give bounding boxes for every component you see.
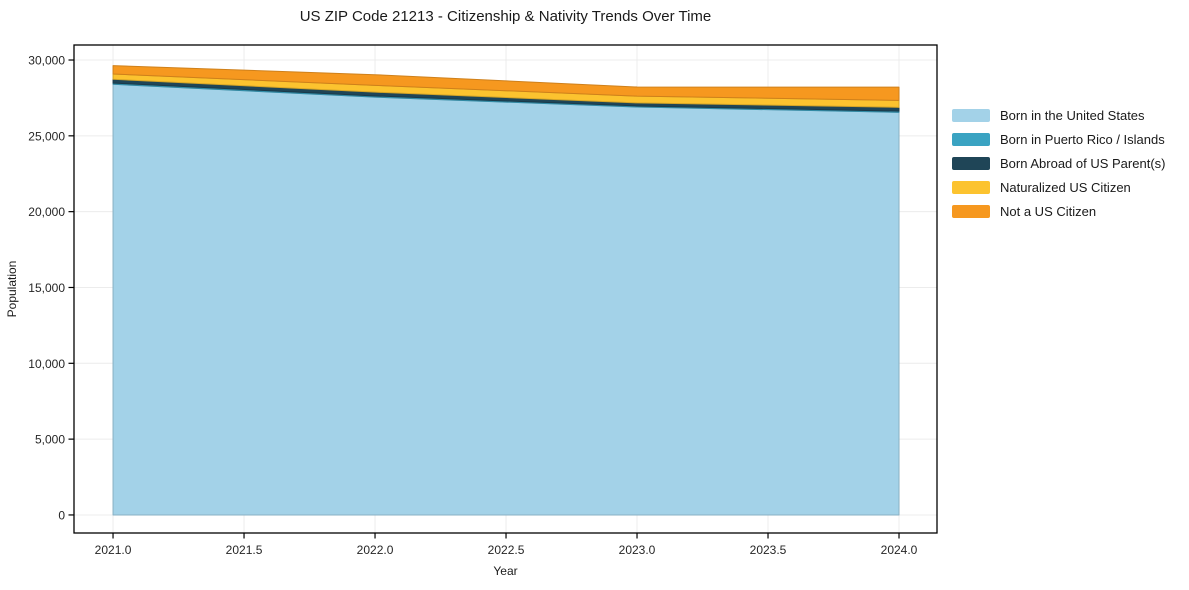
y-tick-label: 20,000 [28,205,65,219]
y-tick-label: 25,000 [28,129,65,143]
legend-item: Born Abroad of US Parent(s) [952,151,1165,175]
legend-label: Naturalized US Citizen [1000,179,1131,195]
legend: Born in the United States Born in Puerto… [952,103,1165,223]
y-tick-label: 0 [58,508,65,522]
y-tick-label: 15,000 [28,281,65,295]
x-tick-label: 2024.0 [881,543,918,557]
legend-label: Born Abroad of US Parent(s) [1000,155,1166,171]
legend-label: Born in the United States [1000,107,1145,123]
area-series [112,65,900,101]
chart-title: US ZIP Code 21213 - Citizenship & Nativi… [299,8,712,25]
x-tick-label: 2023.5 [750,543,787,557]
x-tick-label: 2021.0 [95,543,132,557]
legend-item: Born in Puerto Rico / Islands [952,127,1165,151]
x-axis-label: Year [493,564,518,578]
y-tick-label: 10,000 [28,357,65,371]
x-tick-label: 2022.0 [357,543,394,557]
legend-label: Born in Puerto Rico / Islands [1000,131,1165,147]
legend-item: Born in the United States [952,103,1165,127]
y-tick-label: 30,000 [28,54,65,68]
y-tick-label: 5,000 [35,433,65,447]
area-series [112,83,900,516]
x-tick-label: 2022.5 [488,543,525,557]
legend-item: Not a US Citizen [952,199,1165,223]
legend-label: Not a US Citizen [1000,203,1097,219]
legend-swatch-born-in-us-icon [952,108,990,122]
y-axis-label: Population [5,260,19,318]
legend-swatch-born-abroad-icon [952,156,990,170]
legend-swatch-not-citizen-icon [952,204,990,218]
legend-swatch-naturalized-icon [952,180,990,194]
x-tick-label: 2023.0 [619,543,656,557]
legend-swatch-born-in-puerto-rico-icon [952,132,990,146]
x-tick-label: 2021.5 [226,543,263,557]
legend-item: Naturalized US Citizen [952,175,1165,199]
